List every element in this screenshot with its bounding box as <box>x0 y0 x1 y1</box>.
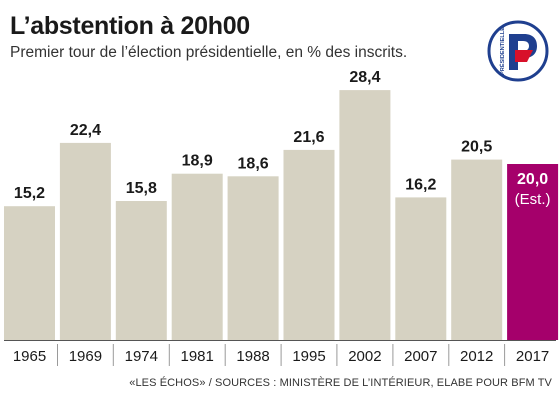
estimate-note: (Est.) <box>515 191 551 208</box>
x-ticks-group: 1965 1969 1974 1981 1988 1995 2002 2007 2012 2017 <box>13 344 549 366</box>
bars-group: 15,2 22,4 15,8 18,9 18,6 21,6 28,4 16,2 20,5 20,0… <box>4 69 559 340</box>
value-label-1981: 18,9 <box>182 153 213 170</box>
logo-text: PRÉSIDENTIELLE <box>498 27 506 75</box>
value-label-1988: 18,6 <box>238 155 269 172</box>
x-tick-1969: 1969 <box>69 348 102 365</box>
value-label-2017: 20,0 <box>517 171 548 188</box>
bar-2007 <box>395 197 447 340</box>
bar-1988 <box>227 176 279 340</box>
value-label-1995: 21,6 <box>293 129 324 146</box>
value-label-2002: 28,4 <box>349 69 380 86</box>
value-label-1969: 22,4 <box>70 122 101 139</box>
value-label-2012: 20,5 <box>461 139 492 156</box>
bar-2012 <box>451 159 503 340</box>
x-tick-2002: 2002 <box>348 348 381 365</box>
bar-1995 <box>283 149 335 340</box>
bar-1965 <box>4 206 55 340</box>
presidentielle-logo-icon: PRÉSIDENTIELLE <box>487 20 549 82</box>
bar-2002 <box>339 90 391 340</box>
bar-1974 <box>115 201 167 340</box>
value-label-2007: 16,2 <box>405 176 436 193</box>
chart-subtitle: Premier tour de l’élection présidentiell… <box>10 44 408 61</box>
x-tick-2007: 2007 <box>404 348 437 365</box>
x-tick-1965: 1965 <box>13 348 46 365</box>
value-label-1965: 15,2 <box>14 185 45 202</box>
x-tick-2017: 2017 <box>516 348 549 365</box>
x-tick-2012: 2012 <box>460 348 493 365</box>
value-label-1974: 15,8 <box>126 180 157 197</box>
bar-2017 <box>507 164 559 340</box>
bar-1969 <box>59 142 111 340</box>
x-tick-1981: 1981 <box>181 348 214 365</box>
source-note: «LES ÉCHOS» / SOURCES : MINISTÈRE DE L’I… <box>129 377 552 389</box>
bar-1981 <box>171 173 223 340</box>
x-tick-1988: 1988 <box>236 348 269 365</box>
x-tick-1974: 1974 <box>125 348 158 365</box>
x-tick-1995: 1995 <box>292 348 325 365</box>
chart-title: L’abstention à 20h00 <box>10 12 250 40</box>
